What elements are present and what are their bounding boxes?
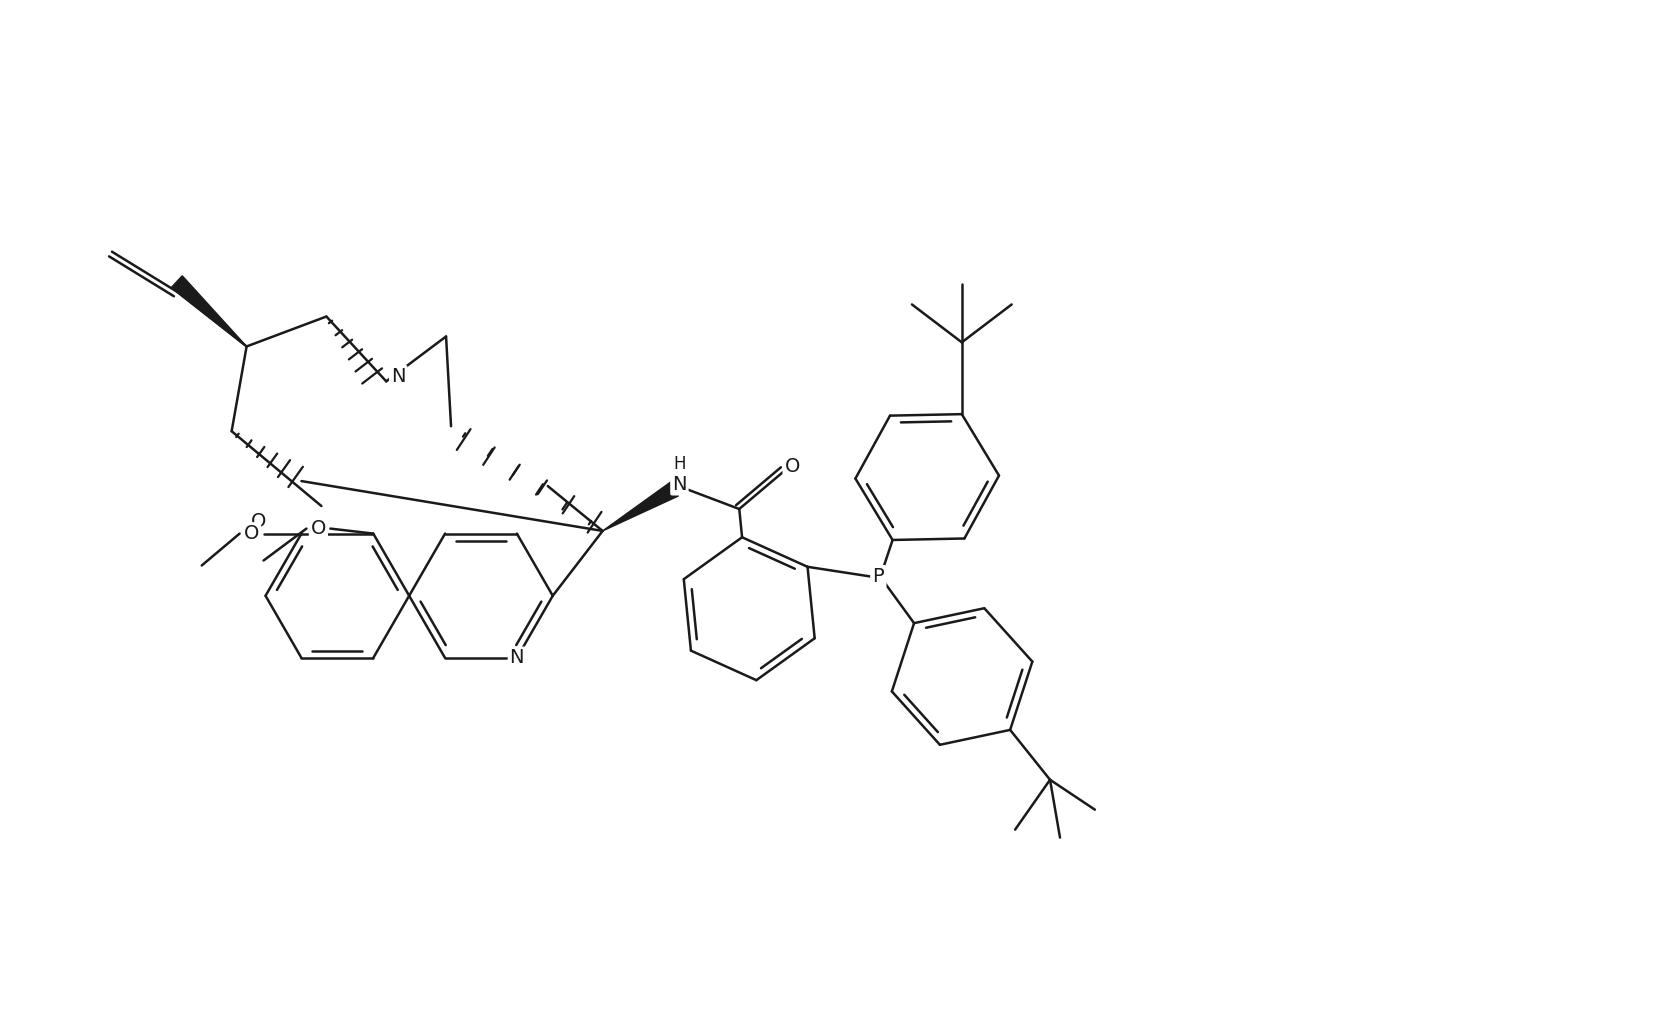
Text: N: N: [391, 367, 406, 386]
Text: O: O: [784, 456, 800, 475]
Polygon shape: [602, 483, 679, 531]
Text: O: O: [245, 524, 260, 544]
Text: O: O: [251, 512, 266, 531]
Text: P: P: [872, 567, 884, 586]
Text: H: H: [674, 455, 686, 473]
Polygon shape: [171, 275, 246, 346]
Text: O: O: [311, 519, 326, 538]
Text: N: N: [672, 474, 687, 494]
Text: N: N: [509, 648, 524, 668]
